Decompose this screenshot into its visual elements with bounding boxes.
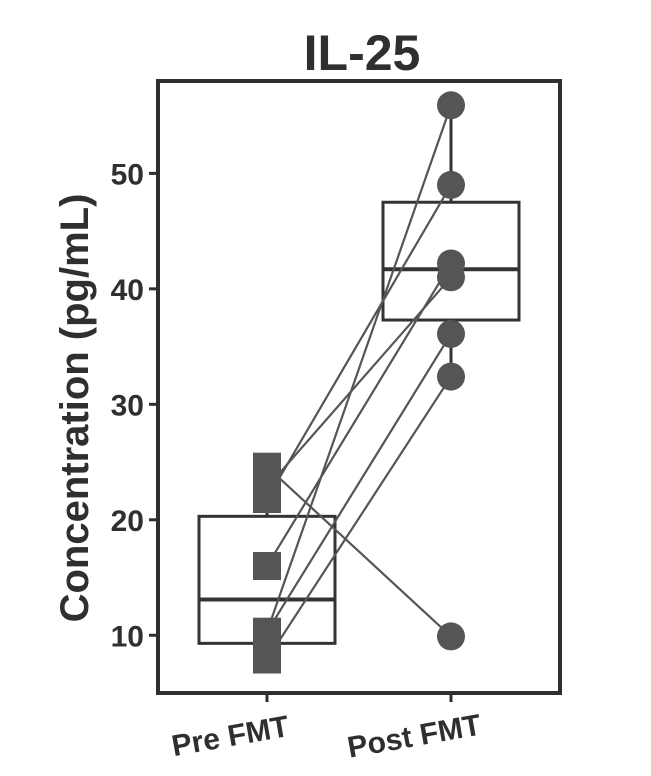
y-axis: 10 20 30 40 50: [111, 158, 158, 653]
pre-fmt-point: [253, 617, 281, 646]
data-points: [253, 91, 465, 674]
post-fmt-point: [437, 170, 465, 199]
paired-lines: [265, 104, 453, 661]
paired-line: [265, 104, 453, 633]
paired-line: [266, 276, 452, 489]
paired-line: [266, 376, 452, 661]
post-fmt-point: [437, 91, 465, 120]
y-tick-label: 10: [111, 620, 144, 653]
y-tick-label: 40: [111, 274, 144, 307]
paired-line: [266, 333, 452, 633]
paired-line: [266, 184, 452, 500]
paired-line: [266, 465, 452, 638]
post-fmt-point: [437, 263, 465, 292]
y-axis-label: Concentration (pg/mL): [53, 194, 97, 623]
y-tick-label: 30: [111, 389, 144, 422]
pre-fmt-point: [253, 473, 281, 502]
plot-frame: [156, 79, 562, 695]
chart-title: IL-25: [304, 25, 421, 81]
boxplots: [197, 105, 521, 660]
y-tick-label: 50: [111, 158, 144, 191]
post-fmt-point: [437, 622, 465, 651]
pre-fmt-point: [253, 551, 281, 580]
x-tick-label: Post FMT: [345, 709, 484, 765]
post-fmt-point: [437, 319, 465, 348]
pre-fmt-point: [253, 645, 281, 674]
post-fmt-point: [437, 362, 465, 391]
x-axis: Pre FMT Post FMT: [169, 693, 484, 765]
x-tick-label: Pre FMT: [169, 710, 291, 763]
y-tick-label: 20: [111, 505, 144, 538]
